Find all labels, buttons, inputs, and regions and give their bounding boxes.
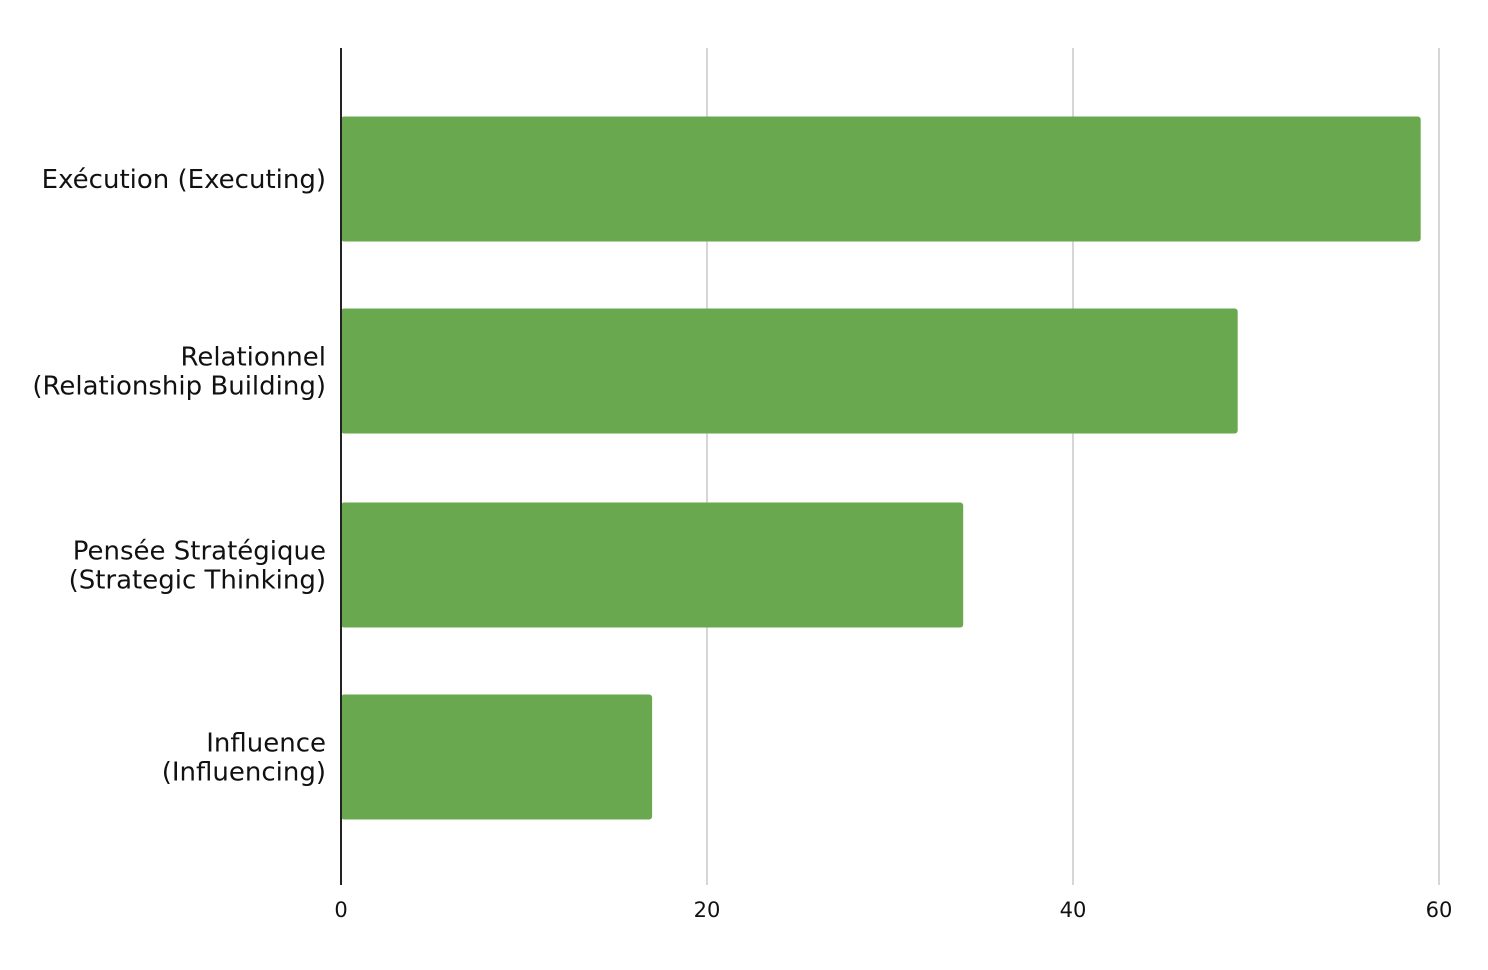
category-label-1: Relationnel (Relationship Building) xyxy=(32,343,326,402)
x-tick-label-40: 40 xyxy=(1060,898,1087,922)
bar-3 xyxy=(341,694,653,820)
category-label-3: Influence (Influencing) xyxy=(162,729,326,788)
x-tick-label-0: 0 xyxy=(334,898,347,922)
bar-0 xyxy=(341,116,1421,242)
bar-2 xyxy=(341,502,964,628)
category-label-2: Pensée Stratégique (Strategic Thinking) xyxy=(69,537,326,596)
category-label-0: Exécution (Executing) xyxy=(42,165,326,195)
x-tick-label-60: 60 xyxy=(1426,898,1453,922)
x-tick-label-20: 20 xyxy=(694,898,721,922)
bar-1 xyxy=(341,308,1238,434)
